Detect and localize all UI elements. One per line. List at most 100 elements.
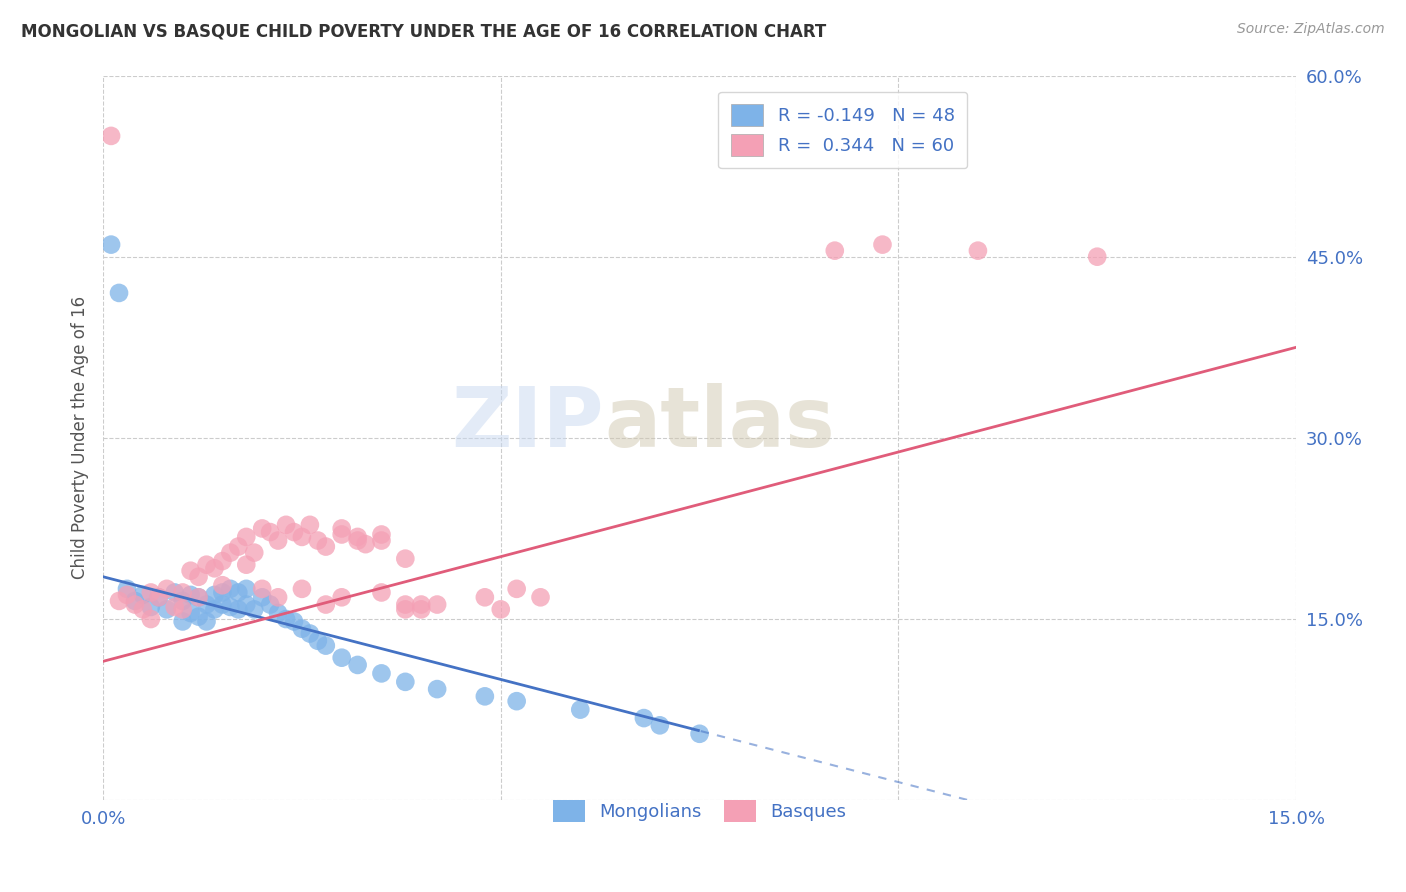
Point: [633, 711, 655, 725]
Point: [148, 591, 170, 605]
Point: [115, 588, 138, 602]
Point: [172, 602, 194, 616]
Point: [298, 517, 321, 532]
Point: [228, 602, 250, 616]
Point: [235, 558, 257, 572]
Point: [648, 718, 671, 732]
Point: [315, 639, 337, 653]
Point: [211, 578, 233, 592]
Point: [235, 598, 257, 612]
Point: [394, 598, 416, 612]
Point: [243, 546, 266, 560]
Point: [330, 521, 353, 535]
Point: [250, 521, 273, 535]
Point: [330, 591, 353, 605]
Point: [267, 591, 290, 605]
Point: [315, 540, 337, 554]
Text: ZIP: ZIP: [451, 383, 605, 464]
Point: [132, 588, 155, 602]
Point: [187, 570, 209, 584]
Point: [291, 530, 314, 544]
Point: [569, 703, 592, 717]
Point: [370, 666, 392, 681]
Point: [219, 599, 242, 614]
Point: [315, 598, 337, 612]
Point: [505, 582, 527, 596]
Point: [195, 558, 218, 572]
Point: [307, 533, 329, 548]
Point: [967, 244, 990, 258]
Point: [204, 561, 226, 575]
Point: [219, 546, 242, 560]
Point: [187, 591, 209, 605]
Point: [489, 602, 512, 616]
Point: [108, 285, 131, 300]
Point: [108, 594, 131, 608]
Point: [139, 612, 162, 626]
Point: [180, 588, 202, 602]
Y-axis label: Child Poverty Under the Age of 16: Child Poverty Under the Age of 16: [72, 296, 89, 580]
Point: [243, 602, 266, 616]
Point: [411, 602, 433, 616]
Point: [139, 599, 162, 614]
Point: [283, 615, 305, 629]
Point: [307, 633, 329, 648]
Point: [426, 598, 449, 612]
Point: [330, 650, 353, 665]
Point: [411, 598, 433, 612]
Point: [163, 599, 186, 614]
Point: [274, 612, 297, 626]
Point: [156, 602, 179, 616]
Point: [235, 582, 257, 596]
Point: [211, 585, 233, 599]
Point: [346, 657, 368, 672]
Point: [115, 582, 138, 596]
Point: [195, 598, 218, 612]
Point: [346, 530, 368, 544]
Point: [346, 533, 368, 548]
Point: [180, 564, 202, 578]
Point: [219, 582, 242, 596]
Point: [124, 594, 146, 608]
Point: [370, 527, 392, 541]
Point: [370, 585, 392, 599]
Point: [259, 598, 281, 612]
Point: [474, 690, 496, 704]
Point: [274, 517, 297, 532]
Point: [180, 606, 202, 620]
Point: [172, 585, 194, 599]
Point: [370, 533, 392, 548]
Point: [100, 237, 122, 252]
Point: [394, 602, 416, 616]
Point: [172, 615, 194, 629]
Point: [228, 585, 250, 599]
Point: [250, 582, 273, 596]
Point: [354, 537, 377, 551]
Point: [163, 585, 186, 599]
Point: [505, 694, 527, 708]
Point: [211, 554, 233, 568]
Point: [474, 591, 496, 605]
Point: [291, 622, 314, 636]
Point: [139, 585, 162, 599]
Text: atlas: atlas: [605, 383, 835, 464]
Point: [1085, 250, 1108, 264]
Point: [298, 626, 321, 640]
Point: [824, 244, 846, 258]
Point: [394, 674, 416, 689]
Point: [259, 525, 281, 540]
Point: [267, 606, 290, 620]
Point: [228, 540, 250, 554]
Point: [187, 591, 209, 605]
Point: [211, 598, 233, 612]
Point: [250, 591, 273, 605]
Point: [195, 615, 218, 629]
Point: [132, 602, 155, 616]
Point: [100, 128, 122, 143]
Point: [689, 727, 711, 741]
Point: [124, 598, 146, 612]
Text: MONGOLIAN VS BASQUE CHILD POVERTY UNDER THE AGE OF 16 CORRELATION CHART: MONGOLIAN VS BASQUE CHILD POVERTY UNDER …: [21, 22, 827, 40]
Point: [394, 551, 416, 566]
Point: [235, 530, 257, 544]
Point: [529, 591, 551, 605]
